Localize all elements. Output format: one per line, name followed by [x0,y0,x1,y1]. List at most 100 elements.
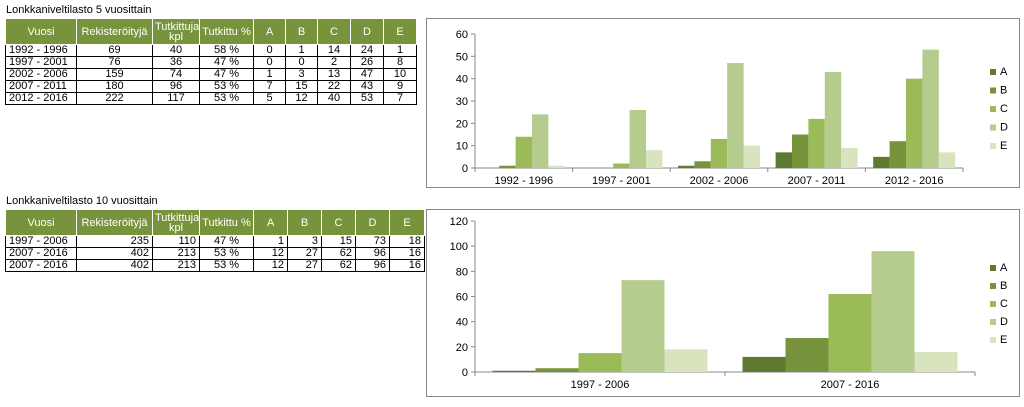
x-tick-label: 2007 - 2011 [788,175,846,187]
bar-C [515,136,532,168]
bar-D [727,63,744,168]
x-tick-label: 2012 - 2016 [885,175,944,187]
table-cell: 12 [253,247,288,260]
legend-label: C [1000,103,1008,115]
x-tick-label: 1992 - 1996 [494,175,553,187]
table-cell: 53 [350,92,384,105]
bar-E [914,351,958,372]
col-header: B [287,209,322,236]
bar-C [613,163,630,168]
bar-E [938,152,956,168]
col-header: C [321,209,356,236]
legend-swatch-A [990,69,996,75]
table-cell: 62 [321,259,356,272]
legend-swatch-C [990,106,996,112]
col-header: D [350,18,384,45]
legend-label: D [1000,122,1008,134]
table-cell: 73 [355,235,390,248]
bar-B [499,165,516,168]
bar-C [828,293,872,372]
col-header: D [355,209,390,236]
col-header: Tutkittuja kpl [152,209,200,236]
table-cell: 1 [285,44,318,57]
table-cell: 14 [317,44,351,57]
table-row: 2012 - 2016 222 117 53 % 5 12 40 53 7 [5,92,417,105]
bar-E [548,165,565,168]
table-cell: 222 [76,92,153,105]
table-cell: 27 [287,259,322,272]
table-cell: 235 [76,235,153,248]
legend-swatch-B [990,283,996,289]
table-cell: 16 [389,259,425,272]
y-tick-label: 80 [456,266,468,278]
table-cell: 1 [253,68,286,81]
table-cell: 3 [285,68,318,81]
bar-A [678,165,695,168]
table-cell: 0 [253,44,286,57]
table-cell: 5 [253,92,286,105]
bar-D [871,251,915,372]
table-row: 2002 - 2006 159 74 47 % 1 3 13 47 10 [5,68,417,81]
chart2-container: 0 20 40 60 80 100 120 1997 - 2006 2007 - 2016 A B C… [426,209,1020,397]
table-cell: 26 [350,56,384,69]
legend-label: E [1000,334,1007,346]
bar-E [743,145,760,168]
col-header: A [253,209,288,236]
table-cell: 62 [321,247,356,260]
y-tick-label: 10 [456,141,468,153]
legend-label: A [1000,66,1008,78]
bar-E [841,147,858,168]
table-cell: 110 [152,235,200,248]
table-cell: 53 % [199,92,254,105]
table-cell: 40 [317,92,351,105]
y-tick-label: 40 [456,74,468,86]
y-tick-label: 60 [456,29,468,41]
col-header: B [285,18,318,45]
bar-D [621,280,665,372]
bar-A [492,370,536,372]
table-cell: 1992 - 1996 [5,44,77,57]
table-cell: 180 [76,80,153,93]
table-cell: 159 [76,68,153,81]
table-row: 2007 - 2011 180 96 53 % 7 15 22 43 9 [5,80,417,93]
table-cell: 18 [389,235,425,248]
table-row: 2007 - 2016 402 213 53 % 12 27 62 96 16 [5,259,425,272]
table1-header-row: Vuosi Rekisteröityjä Tutkittuja kpl Tutk… [5,18,417,45]
legend-swatch-E [990,337,996,343]
legend-swatch-D [990,319,996,325]
col-header: Rekisteröityjä [76,209,153,236]
table-cell: 1 [253,235,288,248]
table-cell: 36 [152,56,200,69]
table-cell: 2007 - 2011 [5,80,77,93]
bar-B [694,161,711,168]
table-cell: 43 [350,80,384,93]
col-header: Tutkittuja kpl [152,18,200,45]
table-cell: 117 [152,92,200,105]
table-cell: 69 [76,44,153,57]
table-cell: 2002 - 2006 [5,68,77,81]
table-cell: 47 [350,68,384,81]
bar-B [889,141,907,168]
table2: Vuosi Rekisteröityjä Tutkittuja kpl Tutk… [5,209,425,272]
table-cell: 402 [76,247,153,260]
table2-caption: Lonkkaniveltilasto 10 vuosittain [6,195,158,207]
table-cell: 53 % [199,259,254,272]
table-cell: 7 [253,80,286,93]
col-header: Vuosi [5,18,77,45]
table-cell: 1 [383,44,417,57]
bar-D [531,114,549,168]
y-tick-label: 0 [462,367,468,379]
y-tick-label: 30 [456,96,468,108]
table-cell: 76 [76,56,153,69]
table-cell: 3 [287,235,322,248]
table1-caption: Lonkkaniveltilasto 5 vuosittain [6,4,152,16]
y-tick-label: 120 [450,216,468,228]
col-header: Tutkittu % [199,209,254,236]
col-header: C [317,18,351,45]
bar-D [629,109,646,168]
legend-swatch-A [990,265,996,271]
table-cell: 2007 - 2016 [5,259,77,272]
legend-swatch-E [990,143,996,149]
chart1: 0 10 20 30 40 50 60 1992 - 1996 1997 - 2001 2002 … [456,29,1008,187]
bar-C [906,78,923,168]
